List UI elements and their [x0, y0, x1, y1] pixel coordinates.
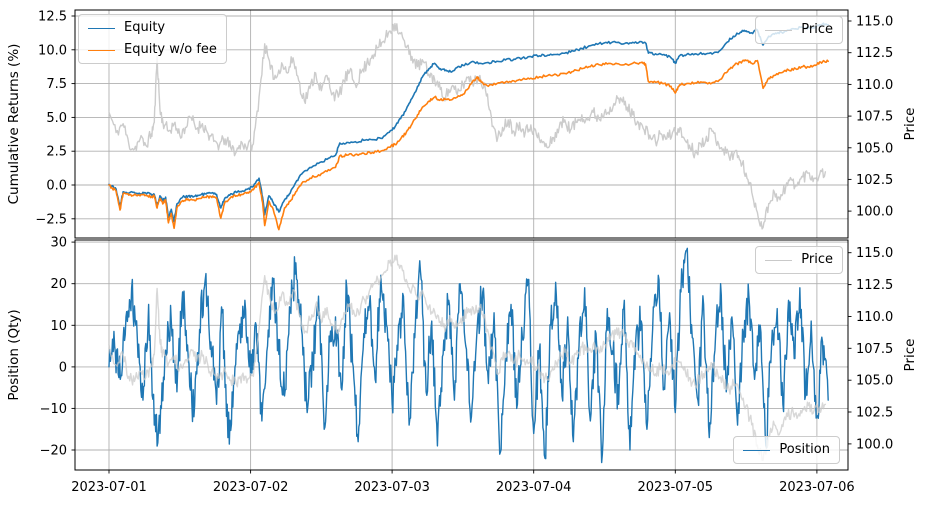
xtick-label: 2023-07-03: [354, 480, 430, 495]
top-right-axis-title: Price: [902, 108, 918, 141]
ytick-left-label: 0.0: [46, 179, 67, 194]
legend-item-equity: Equity: [88, 19, 217, 37]
series-price: [108, 22, 827, 230]
legend-price-bottom: Price: [755, 246, 843, 274]
series-equity-w-o-fee: [108, 59, 829, 231]
ytick-left-label: 5.0: [46, 111, 67, 126]
xtick-label: 2023-07-05: [638, 480, 714, 495]
legend-item-position: Position: [743, 441, 830, 459]
equity-line-sample: [88, 27, 115, 29]
xtick-label: 2023-07-01: [71, 480, 147, 495]
bottom-left-axis-title: Position (Qty): [6, 309, 22, 400]
ytick-left-label: 7.5: [46, 77, 67, 92]
bottom-gridlines: [75, 240, 848, 470]
price-line-sample-top: [765, 29, 793, 31]
ytick-right-label: 112.5: [856, 278, 893, 293]
ytick-right-label: 115.0: [856, 15, 893, 30]
bottom-right-axis-title: Price: [902, 339, 918, 372]
ytick-right-label: 112.5: [856, 46, 893, 61]
ytick-left-label: 12.5: [38, 10, 67, 25]
ytick-right-label: 110.0: [856, 310, 893, 325]
ytick-right-label: 100.0: [856, 437, 893, 452]
ytick-left-label: 30: [50, 236, 67, 251]
ytick-left-label: −20: [40, 444, 67, 459]
ytick-left-label: 20: [50, 277, 67, 292]
series-price: [108, 254, 827, 462]
legend-equity: Equity Equity w/o fee: [78, 14, 227, 64]
ytick-right-label: 105.0: [856, 374, 893, 389]
price-line-sample-bottom: [765, 259, 793, 261]
bottom-axes-frame: [74, 239, 849, 471]
ytick-left-label: 10: [50, 319, 67, 334]
legend-label-price-bottom: Price: [801, 252, 833, 267]
ytick-right-label: 105.0: [856, 141, 893, 156]
ytick-left-label: 2.5: [46, 145, 67, 160]
bottom-series-lines: [108, 247, 829, 464]
ytick-left-label: −10: [40, 402, 67, 417]
top-tick-marks: [71, 15, 852, 220]
legend-item-price-top: Price: [765, 21, 833, 39]
legend-item-price-bottom: Price: [765, 251, 833, 269]
legend-price-top: Price: [755, 16, 843, 44]
ytick-right-label: 100.0: [856, 205, 893, 220]
series-position: [108, 247, 829, 464]
top-series-lines: [108, 22, 829, 231]
legend-position: Position: [733, 436, 840, 464]
legend-label-price-top: Price: [801, 22, 833, 37]
x-tick-labels: 2023-07-01 2023-07-02 2023-07-03 2023-07-04…: [71, 470, 855, 495]
top-tick-labels: 12.5 10.0 7.5 5.0 2.5 0.0 −2.5 115.0 112.5 110.0 1…: [35, 10, 893, 228]
ytick-right-label: 102.5: [856, 406, 893, 421]
position-line-sample: [743, 449, 771, 451]
ytick-left-label: 0: [59, 360, 67, 375]
legend-label-position: Position: [779, 442, 830, 457]
top-axes-frame: [74, 9, 849, 239]
xtick-label: 2023-07-06: [779, 480, 855, 495]
ytick-left-label: −2.5: [35, 212, 67, 227]
ytick-right-label: 102.5: [856, 173, 893, 188]
xtick-label: 2023-07-04: [496, 480, 572, 495]
equity-wo-fee-line-sample: [88, 49, 115, 51]
ytick-right-label: 107.5: [856, 342, 893, 357]
ytick-right-label: 110.0: [856, 78, 893, 93]
legend-label-equity: Equity: [124, 20, 166, 35]
xtick-label: 2023-07-02: [213, 480, 289, 495]
top-left-axis-title: Cumulative Returns (%): [6, 44, 22, 205]
series-equity: [108, 22, 829, 223]
bottom-tick-labels: 30 20 10 0 −10 −20 115.0 112.5 110.0 107.5 105.0 10…: [40, 236, 894, 459]
legend-label-equity-wo-fee: Equity w/o fee: [124, 42, 217, 57]
legend-item-equity-wo-fee: Equity w/o fee: [88, 41, 217, 59]
ytick-left-label: 10.0: [38, 43, 67, 58]
bottom-tick-marks: [71, 241, 852, 451]
ytick-right-label: 115.0: [856, 246, 893, 261]
ytick-right-label: 107.5: [856, 110, 893, 125]
